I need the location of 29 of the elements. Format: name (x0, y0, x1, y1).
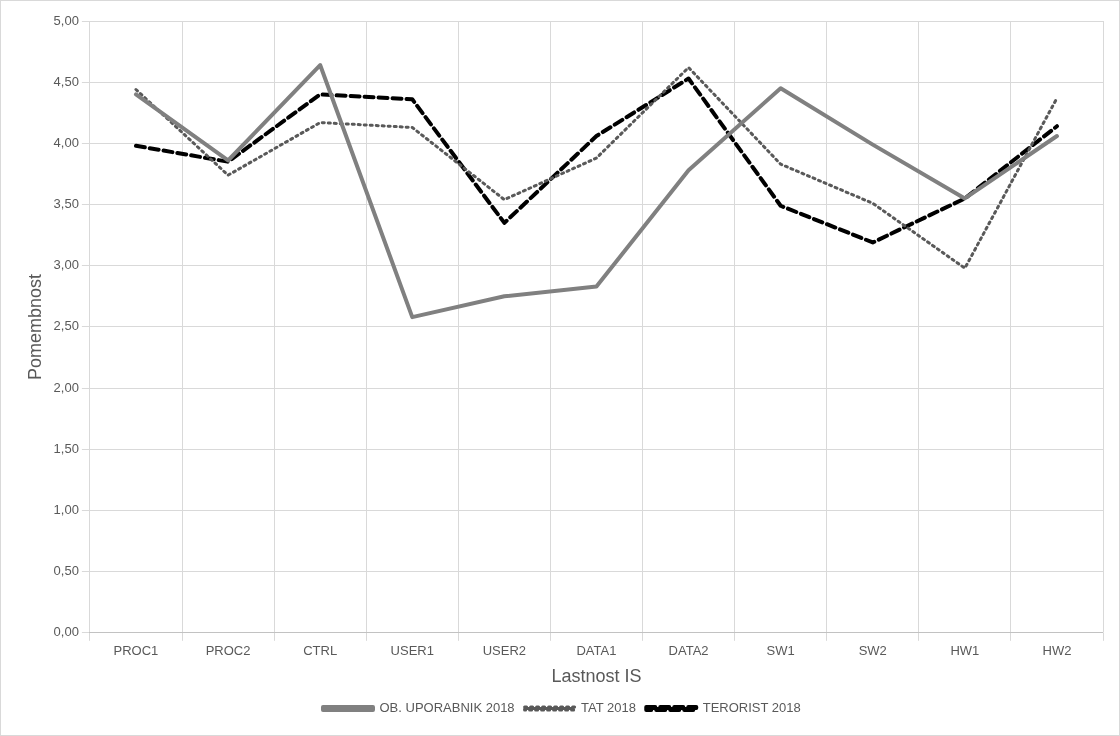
y-tick-label: 3,00 (53, 257, 79, 273)
x-tick-label: PROC1 (113, 643, 159, 659)
x-tick-label: USER1 (390, 643, 434, 659)
y-tick-label: 3,50 (53, 196, 79, 212)
x-tick-label: SW1 (766, 643, 795, 659)
y-tick-label: 4,00 (53, 134, 79, 150)
legend-label: TAT 2018 (581, 700, 637, 716)
x-tick-label: DATA1 (576, 643, 617, 659)
y-tick-label: 5,00 (53, 12, 79, 28)
legend-label: TERORIST 2018 (702, 700, 801, 716)
x-tick-label: DATA2 (668, 643, 709, 659)
x-axis-title: Lastnost IS (551, 666, 642, 687)
x-tick-label: CTRL (303, 643, 338, 659)
y-tick-label: 0,50 (53, 563, 79, 579)
x-tick-label: PROC2 (205, 643, 251, 659)
x-tick-label: HW1 (950, 643, 980, 659)
x-tick-label: HW2 (1042, 643, 1072, 659)
x-tick-label: USER2 (482, 643, 527, 659)
line-series (134, 66, 1059, 270)
y-tick-label: 1,50 (53, 440, 79, 456)
y-tick-label: 0,00 (53, 624, 79, 640)
y-axis-title: Pomembnost (24, 273, 45, 380)
x-tick-label: SW2 (858, 643, 887, 659)
y-tick-label: 1,00 (53, 502, 79, 518)
line-series (133, 76, 1059, 245)
y-tick-label: 2,50 (53, 318, 79, 334)
y-tick-label: 2,00 (53, 379, 79, 395)
legend-label: OB. UPORABNIK 2018 (379, 700, 515, 716)
y-tick-label: 4,50 (53, 73, 79, 89)
